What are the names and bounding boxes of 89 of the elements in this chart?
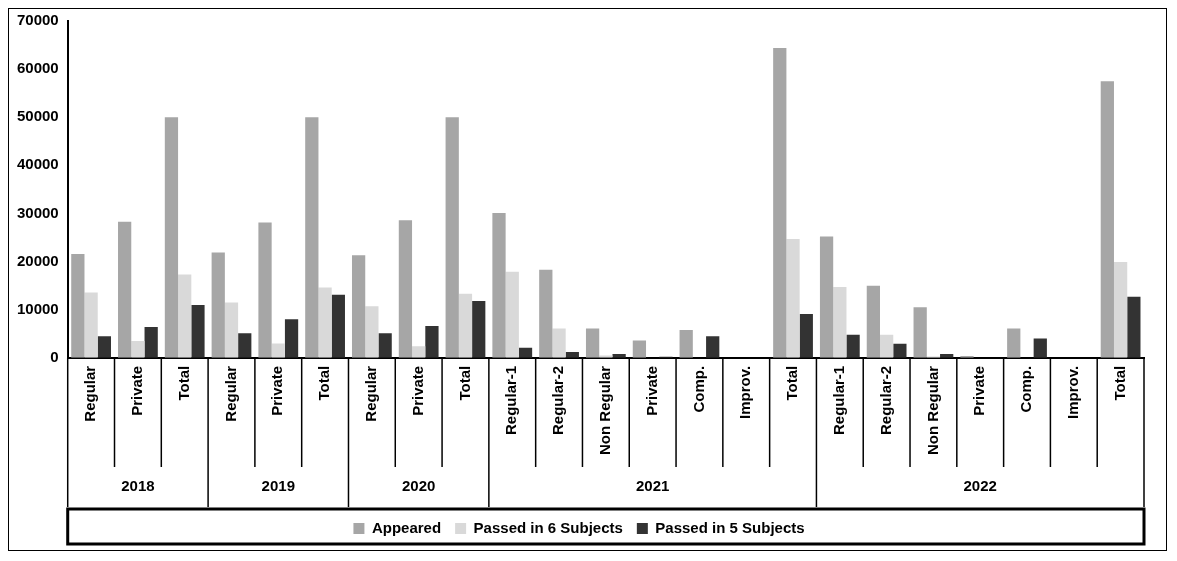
x-tick-label: Improv.	[736, 365, 754, 419]
bar	[284, 319, 299, 358]
bar	[131, 340, 145, 358]
bar	[118, 221, 132, 358]
bar	[505, 271, 519, 358]
text: 2019	[261, 477, 295, 495]
bar	[846, 334, 860, 358]
text: 2021	[635, 477, 670, 495]
bar	[786, 238, 800, 358]
bar	[1127, 296, 1141, 358]
bar	[71, 253, 85, 358]
x-tick-label: Private	[408, 365, 426, 416]
x-tick-label: Comp.	[689, 365, 707, 413]
bar	[425, 326, 439, 358]
bar	[97, 336, 111, 358]
bar	[258, 222, 272, 358]
bar	[1113, 262, 1128, 358]
bar	[238, 333, 252, 358]
bar	[679, 329, 693, 358]
bar	[799, 314, 813, 358]
x-tick-label: Non Regular	[923, 365, 941, 456]
x-tick-label: Non Regular	[596, 365, 613, 456]
x-tick-label: Total	[1110, 365, 1128, 401]
bar	[211, 252, 225, 358]
bar	[539, 269, 553, 358]
bar	[164, 117, 179, 358]
bar	[773, 47, 787, 358]
bar	[1033, 338, 1047, 358]
bar	[585, 328, 600, 358]
bar	[632, 340, 647, 358]
x-tick-label: Total	[174, 365, 192, 401]
legend-label: Passed in 5 Subjects	[655, 518, 805, 536]
bar	[305, 117, 319, 358]
x-tick-label: Improv.	[1063, 365, 1081, 419]
bar	[365, 306, 379, 358]
y-tick-label: 40000	[16, 155, 59, 173]
bar	[893, 343, 907, 358]
bar	[331, 294, 345, 358]
bar	[271, 343, 285, 358]
bar	[472, 301, 486, 358]
bar	[178, 274, 192, 358]
bar	[458, 293, 473, 358]
y-tick-label: 0	[50, 347, 59, 365]
x-tick-label: Regular-2	[549, 365, 567, 436]
x-tick-label: Regular	[362, 365, 380, 422]
bar	[412, 346, 426, 358]
legend-label: Passed in 6 Subjects	[473, 518, 623, 536]
bar	[1007, 328, 1021, 358]
x-tick-label: Regular-1	[502, 365, 520, 436]
bar	[833, 287, 847, 358]
x-tick-label: Private	[128, 365, 146, 416]
y-tick-label: 30000	[16, 203, 59, 221]
bar	[866, 285, 880, 358]
x-tick-label: Private	[970, 365, 988, 416]
x-tick-label: Total	[783, 365, 801, 401]
x-tick-label: Regular	[221, 365, 239, 422]
bar	[84, 292, 98, 358]
bar	[351, 255, 366, 358]
x-tick-label: Total	[455, 365, 473, 401]
y-tick-label: 70000	[16, 11, 59, 29]
x-tick-label: Private	[642, 365, 660, 416]
bar	[492, 212, 506, 358]
bar	[144, 327, 158, 358]
legend-label: Appeared	[371, 518, 442, 536]
bar	[191, 304, 205, 358]
bar	[224, 302, 239, 358]
y-tick-label: 50000	[16, 107, 59, 125]
x-tick-label: Regular	[81, 365, 99, 422]
bar	[398, 220, 413, 358]
bar	[819, 236, 834, 358]
bar	[318, 287, 332, 358]
bar	[552, 328, 566, 358]
bar	[378, 333, 392, 358]
bar	[1100, 81, 1114, 358]
bar	[913, 307, 927, 358]
y-tick-label: 10000	[16, 299, 59, 317]
x-tick-label: Comp.	[1017, 365, 1035, 413]
x-tick-label: Private	[268, 365, 286, 416]
x-tick-label: Total	[315, 365, 333, 401]
text: 2022	[963, 477, 997, 495]
text: 2020	[401, 477, 436, 495]
bar	[706, 336, 720, 358]
bar	[445, 117, 459, 358]
y-tick-label: 60000	[16, 59, 59, 77]
text: 2018	[121, 477, 155, 495]
y-tick-label: 20000	[16, 251, 59, 269]
x-tick-label: Regular-2	[876, 365, 894, 436]
bar	[880, 334, 894, 358]
x-tick-label: Regular-1	[829, 365, 847, 436]
